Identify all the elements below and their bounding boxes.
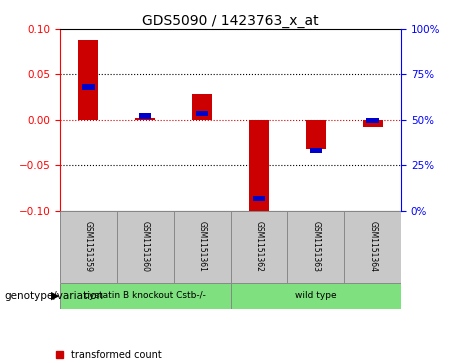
Bar	[192, 94, 212, 120]
Text: ▶: ▶	[51, 291, 59, 301]
Bar	[309, 148, 322, 153]
Text: wild type: wild type	[295, 291, 337, 300]
Bar	[230, 283, 401, 309]
Bar	[117, 211, 174, 283]
Bar	[60, 283, 230, 309]
Bar	[174, 211, 230, 283]
Bar	[287, 211, 344, 283]
Bar	[135, 118, 155, 120]
Bar	[366, 118, 379, 123]
Text: GSM1151361: GSM1151361	[198, 221, 207, 272]
Bar	[249, 120, 269, 212]
Text: GSM1151360: GSM1151360	[141, 221, 150, 272]
Text: genotype/variation: genotype/variation	[5, 291, 104, 301]
Text: GSM1151364: GSM1151364	[368, 221, 377, 272]
Bar	[230, 211, 287, 283]
Legend: transformed count, percentile rank within the sample: transformed count, percentile rank withi…	[56, 350, 236, 363]
Bar	[60, 211, 117, 283]
Bar	[139, 114, 152, 119]
Text: cystatin B knockout Cstb-/-: cystatin B knockout Cstb-/-	[84, 291, 206, 300]
Bar	[363, 120, 383, 127]
Bar	[344, 211, 401, 283]
Bar	[306, 120, 326, 149]
Bar	[82, 85, 95, 90]
Title: GDS5090 / 1423763_x_at: GDS5090 / 1423763_x_at	[142, 14, 319, 28]
Bar	[196, 111, 208, 116]
Text: GSM1151363: GSM1151363	[311, 221, 320, 272]
Bar	[253, 196, 265, 201]
Text: GSM1151359: GSM1151359	[84, 221, 93, 272]
Text: GSM1151362: GSM1151362	[254, 221, 263, 272]
Bar	[78, 40, 98, 120]
